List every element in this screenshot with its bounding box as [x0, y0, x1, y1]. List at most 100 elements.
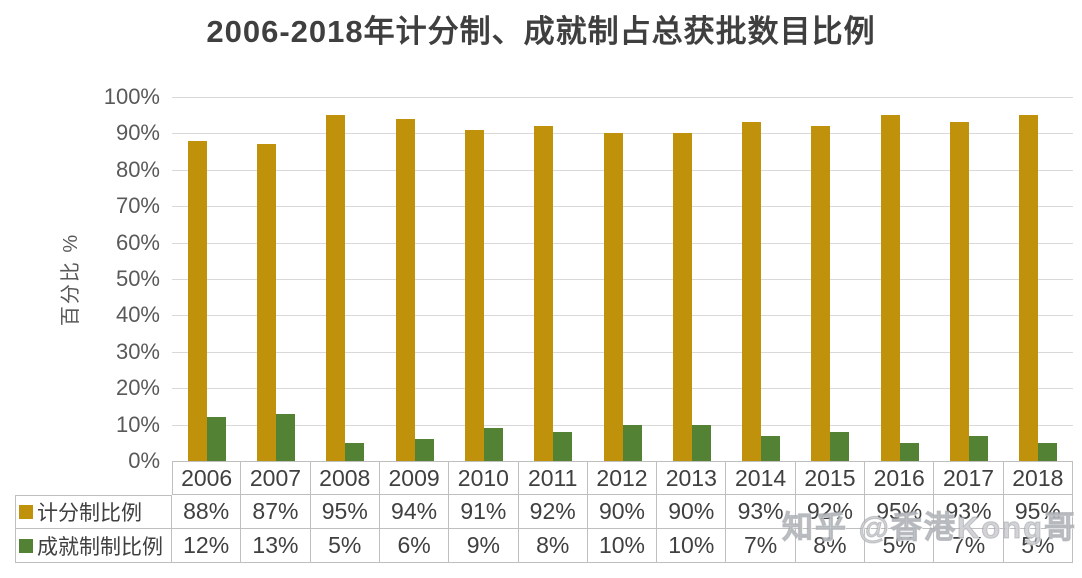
bar-group — [865, 97, 934, 461]
points-system-bar — [1019, 115, 1039, 461]
points-system-bar — [603, 133, 623, 461]
series-color-swatch-icon — [19, 505, 33, 519]
value-cell: 92% — [518, 495, 588, 529]
year-header-cell: 2010 — [449, 461, 519, 495]
bar-group — [380, 97, 449, 461]
achievement-system-bar — [483, 428, 503, 461]
points-system-bar — [395, 119, 415, 461]
value-cell: 12% — [172, 529, 242, 563]
value-cell: 10% — [657, 529, 727, 563]
chart-title: 2006-2018年计分制、成就制占总获批数目比例 — [206, 14, 876, 49]
year-header-cell: 2007 — [241, 461, 311, 495]
plot-area — [172, 97, 1073, 462]
year-header-cell: 2014 — [726, 461, 796, 495]
value-cell: 7% — [726, 529, 796, 563]
value-cell: 95% — [310, 495, 380, 529]
achievement-system-bar — [1038, 443, 1058, 461]
value-cell: 5% — [1003, 529, 1073, 563]
points-system-bar — [256, 144, 276, 461]
value-cell: 8% — [795, 529, 866, 563]
value-cell: 93% — [726, 495, 796, 529]
points-system-bar — [534, 126, 554, 461]
value-cell: 92% — [795, 495, 866, 529]
achievement-system-bar — [761, 436, 781, 461]
value-cell: 90% — [587, 495, 658, 529]
year-header-cell: 2009 — [379, 461, 450, 495]
achievement-system-bar — [622, 425, 642, 461]
value-cell: 9% — [449, 529, 519, 563]
value-cell: 10% — [587, 529, 658, 563]
y-axis-tick-label: 0% — [128, 448, 160, 473]
value-cell: 95% — [1003, 495, 1073, 529]
achievement-system-bar — [691, 425, 711, 461]
y-axis-tick-label: 60% — [115, 230, 160, 255]
achievement-system-bar — [206, 417, 226, 461]
series-name-label: 成就制制比例 — [37, 535, 163, 559]
data-table: 2006 2007 2008 2009 2010 2011 2012 2013 2014 2015… — [15, 461, 1073, 563]
bar-group — [727, 97, 796, 461]
points-system-bar — [742, 122, 762, 461]
y-axis-tick-labels: 100% 90% 80% 70% 60% 50% 40% 30% 20% 10% 0% — [0, 85, 160, 473]
achievement-system-bar — [275, 414, 295, 461]
series-label-cell: 计分制比例 — [15, 495, 172, 529]
points-system-bar — [950, 122, 970, 461]
year-header-cell: 2016 — [865, 461, 935, 495]
bar-group — [311, 97, 380, 461]
points-system-bar — [672, 133, 692, 461]
value-cell: 7% — [934, 529, 1004, 563]
bar-group — [519, 97, 588, 461]
value-cell: 87% — [241, 495, 311, 529]
y-axis-tick-label: 40% — [115, 302, 160, 327]
y-axis-tick-label: 100% — [103, 84, 160, 109]
value-cell: 95% — [865, 495, 935, 529]
achievement-system-bar — [414, 439, 434, 461]
points-system-bar — [187, 141, 207, 461]
bar-group — [172, 97, 241, 461]
y-axis-tick-label: 90% — [115, 120, 160, 145]
points-system-bar — [326, 115, 346, 461]
value-cell: 91% — [449, 495, 519, 529]
achievement-system-bar — [899, 443, 919, 461]
year-header-cell: 2018 — [1003, 461, 1073, 495]
series-color-swatch-icon — [19, 538, 33, 553]
achievement-system-bar — [345, 443, 365, 461]
bar-group — [657, 97, 726, 461]
achievement-system-bar — [553, 432, 573, 461]
value-cell: 90% — [657, 495, 727, 529]
achievement-system-bar — [969, 436, 989, 461]
bar-group — [934, 97, 1003, 461]
y-axis-tick-label: 70% — [115, 193, 160, 218]
value-cell: 88% — [172, 495, 242, 529]
table-corner-cell — [15, 461, 172, 495]
y-axis-tick-label: 50% — [115, 266, 160, 291]
points-system-bar — [880, 115, 900, 461]
year-header-cell: 2006 — [172, 461, 242, 495]
series-name-label: 计分制比例 — [37, 502, 142, 525]
year-header-cell: 2012 — [587, 461, 658, 495]
value-cell: 5% — [865, 529, 935, 563]
achievement-system-bar — [830, 432, 850, 461]
bar-group — [449, 97, 518, 461]
y-axis-tick-label: 80% — [115, 157, 160, 182]
bars-layer — [172, 97, 1073, 461]
series-label-cell: 成就制制比例 — [15, 529, 172, 563]
year-header-cell: 2013 — [657, 461, 727, 495]
points-system-bar — [464, 130, 484, 461]
bar-group — [588, 97, 657, 461]
value-cell: 6% — [379, 529, 450, 563]
bar-group — [241, 97, 310, 461]
gridline — [172, 97, 1073, 98]
y-axis-tick-label: 10% — [115, 412, 160, 437]
value-cell: 93% — [934, 495, 1004, 529]
value-cell: 8% — [518, 529, 588, 563]
y-axis-tick-label: 20% — [115, 375, 160, 400]
bar-group — [1004, 97, 1073, 461]
year-header-cell: 2008 — [310, 461, 380, 495]
bar-group — [796, 97, 865, 461]
value-cell: 94% — [379, 495, 450, 529]
value-cell: 5% — [310, 529, 380, 563]
value-cell: 13% — [241, 529, 311, 563]
year-header-cell: 2011 — [518, 461, 588, 495]
y-axis-tick-label: 30% — [115, 339, 160, 364]
